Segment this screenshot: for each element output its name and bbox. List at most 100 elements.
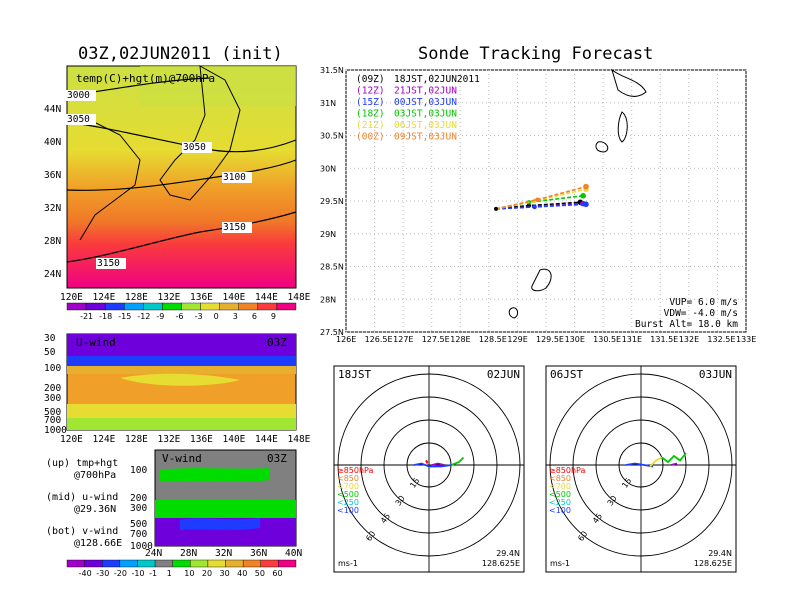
hodo-level-label: <250 <box>549 498 571 507</box>
coastline-yakushima <box>595 141 609 153</box>
colorbar-label: 20 <box>202 569 212 578</box>
track-series <box>494 183 589 211</box>
hodo-date-label: 02JUN <box>487 368 520 381</box>
y-tick-label: 29.5N <box>320 197 344 206</box>
contour-label-bg <box>96 258 126 269</box>
colorbar-label: 50 <box>255 569 265 578</box>
hodo-level-label: <500 <box>549 490 571 499</box>
legend-time: 21JST,02JUN <box>394 86 457 97</box>
map-caption: temp(C)+hgt(m)@700hPa <box>76 72 215 85</box>
hodo-level-label: <100 <box>549 506 571 515</box>
legend-run: (21Z) <box>356 120 385 131</box>
hodo-lon: 128.625E <box>482 559 520 568</box>
hodo-trace <box>649 456 663 468</box>
track-legend: (09Z) 18JST,02JUN2011(12Z) 21JST,02JUN(15Z… <box>356 74 480 143</box>
panel-note-sub: @700hPa <box>74 470 117 481</box>
y-tick-label: 28.5N <box>320 263 344 272</box>
hodo-trace <box>661 452 687 464</box>
lon-tick-label: 148E <box>288 434 311 445</box>
hodo-date-label: 03JUN <box>699 368 732 381</box>
x-tick-label: 129E <box>507 335 527 344</box>
coastline-tanegashima <box>617 111 628 143</box>
u-wind-upper-band <box>67 334 296 356</box>
pressure-tick-label: 300 <box>130 503 147 514</box>
lat-tick-label: 28N <box>180 548 197 559</box>
lon-tick-label: 128E <box>125 292 148 303</box>
hodo-trace <box>425 459 429 464</box>
pressure-tick-label: 500 <box>130 519 147 530</box>
v-wind-mid-band <box>155 500 296 518</box>
lon-tick-label: 128E <box>125 434 148 445</box>
lon-tick-label: 148E <box>288 292 311 303</box>
legend-time: 06JST,03JUN <box>394 120 457 131</box>
colorbar-label: 10 <box>184 569 194 578</box>
sonde-param: VUP= 6.0 m/s <box>669 297 738 308</box>
pressure-tick-label: 200 <box>44 383 61 394</box>
x-tick-label: 128.5E <box>479 335 507 344</box>
x-tick-label: 127E <box>393 335 413 344</box>
colorbar-label: 40 <box>237 569 247 578</box>
hodo-unit: ms-1 <box>338 559 358 568</box>
lon-tick-label: 144E <box>255 434 278 445</box>
hodo-time-label: 06JST <box>550 368 583 381</box>
hodo-level-label: <850 <box>337 474 359 483</box>
hodograph-18jst: 18JST 02JUN15304560ms-129.4N128.625E≥850h… <box>333 365 525 573</box>
colorbar-label: -9 <box>156 312 164 321</box>
u-wind-jet-core <box>120 373 240 386</box>
map-lat-ticks: 24N 28N 32N 36N 40N 44N <box>44 104 61 280</box>
y-tick-label: 30.5N <box>320 132 344 141</box>
colorbar-cell <box>276 302 297 311</box>
hodograph-06jst: 06JST 03JUN15304560ms-129.4N128.625E≥850h… <box>545 365 737 573</box>
colorbar-label: -20 <box>114 569 127 578</box>
u-wind-low-band <box>67 404 296 418</box>
contour-label-bg <box>182 142 212 153</box>
legend-entry: (00Z) 09JST,03JUN <box>356 132 457 143</box>
contour-label: 3150 <box>97 258 120 269</box>
x-tick-label: 131E <box>622 335 642 344</box>
u-wind-lon-ticks: 120E 124E 128E 132E 136E 140E 144E 148E <box>60 434 311 445</box>
right-title: Sonde Tracking Forecast <box>418 44 654 64</box>
panel-note-sub: @128.66E <box>74 538 123 549</box>
legend-entry: (21Z) 06JST,03JUN <box>356 120 457 131</box>
pressure-tick-label: 200 <box>130 493 147 504</box>
x-tick-label: 133E <box>736 335 756 344</box>
temp-colorbar: -21 -18 -15 -12 -9 -6 -3 0 3 6 9 <box>66 302 297 321</box>
x-tick-label: 130E <box>565 335 585 344</box>
lon-tick-label: 136E <box>190 292 213 303</box>
hodo-time-label: 18JST <box>338 368 371 381</box>
legend-entry: (09Z) 18JST,02JUN2011 <box>356 74 480 85</box>
japan-coastline <box>159 65 241 201</box>
lat-tick-label: 28N <box>44 236 61 247</box>
colorbar-label: -12 <box>137 312 150 321</box>
hodo-level-label: <100 <box>337 506 359 515</box>
u-wind-blue-band <box>67 356 296 366</box>
track-axes: 126E 126.5E 127E 127.5E 128E 128.5E 129E 129.5E… <box>320 66 756 344</box>
contour-3100 <box>66 159 297 191</box>
track-midpoint <box>535 197 540 202</box>
legend-entry: (12Z) 21JST,02JUN <box>356 86 457 97</box>
track-endpoint <box>583 183 589 190</box>
coastline-kyushu <box>611 68 647 97</box>
contour-3150 <box>66 211 297 263</box>
legend-entry: (18Z) 03JST,03JUN <box>356 109 457 120</box>
contour-label: 3150 <box>223 222 246 233</box>
lat-tick-label: 40N <box>285 548 302 559</box>
legend-run: (15Z) <box>356 97 385 108</box>
x-tick-label: 128E <box>450 335 470 344</box>
sonde-param: VDW= -4.0 m/s <box>664 308 738 319</box>
pressure-tick-label: 1000 <box>44 425 67 436</box>
contour-label: 3100 <box>223 172 246 183</box>
panel-note: (mid) u-wind @29.36N <box>46 492 118 516</box>
pressure-tick-label: 500 <box>44 407 61 418</box>
lon-tick-label: 124E <box>93 434 116 445</box>
lon-tick-label: 124E <box>93 292 116 303</box>
x-tick-label: 127.5E <box>422 335 450 344</box>
colorbar-label: 6 <box>252 312 257 321</box>
hodo-trace <box>625 462 654 468</box>
